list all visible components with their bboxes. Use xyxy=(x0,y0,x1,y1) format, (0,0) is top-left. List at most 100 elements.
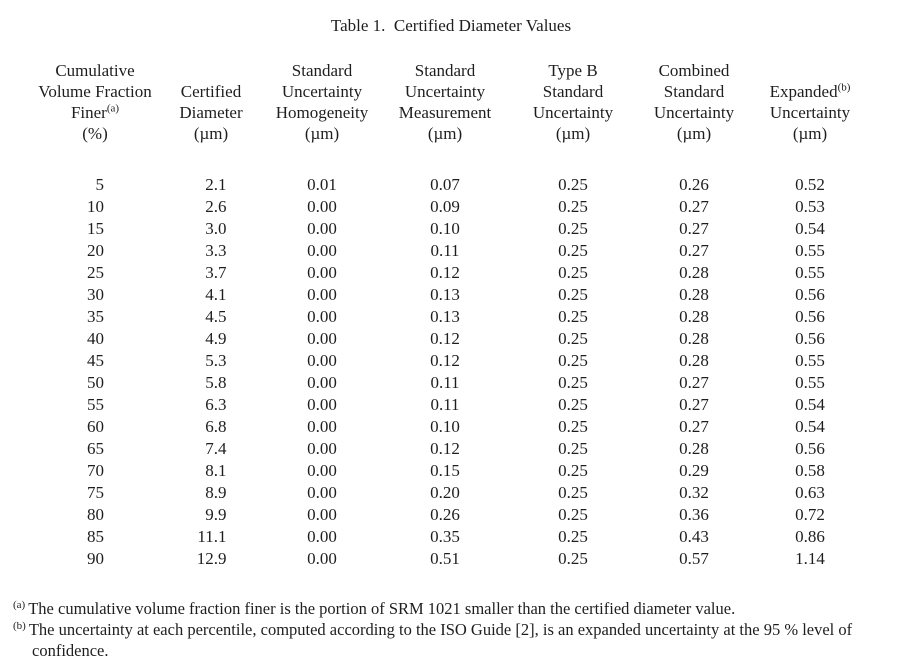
header-line: Uncertainty xyxy=(281,82,363,101)
header-line: Combined xyxy=(658,61,730,80)
footnote-a-reference: (a) xyxy=(106,102,120,115)
cell-combined-standard-uncertainty: 0.28 xyxy=(638,284,750,306)
cell-certified-diameter: 6.3 xyxy=(160,394,262,416)
cell-expanded-uncertainty: 0.55 xyxy=(750,262,870,284)
header-line: Standard xyxy=(291,61,353,80)
cell-standard-uncertainty-homogeneity: 0.00 xyxy=(262,372,382,394)
cell-value: 30 xyxy=(87,285,104,304)
footnotes: (a) The cumulative volume fraction finer … xyxy=(13,598,885,661)
cell-combined-standard-uncertainty: 0.36 xyxy=(638,504,750,526)
header-line: (µm) xyxy=(676,124,712,143)
cell-type-b-standard-uncertainty: 0.25 xyxy=(508,350,638,372)
cell-value: 0.25 xyxy=(558,329,588,348)
cell-value: 70 xyxy=(87,461,104,480)
cell-certified-diameter: 6.8 xyxy=(160,416,262,438)
cell-value: 0.00 xyxy=(307,263,337,282)
cell-value: 0.25 xyxy=(558,461,588,480)
cell-expanded-uncertainty: 0.55 xyxy=(750,240,870,262)
footnote-a-text: The cumulative volume fraction finer is … xyxy=(28,599,736,618)
cell-volume-fraction-finer: 35 xyxy=(30,306,160,328)
cell-type-b-standard-uncertainty: 0.25 xyxy=(508,174,638,196)
cell-value: 7.4 xyxy=(205,439,227,458)
column-header-standard-uncertainty-measurement: Standard Uncertainty Measurement (µm) xyxy=(382,60,508,174)
cell-value: 0.25 xyxy=(558,241,588,260)
table-row: 65 7.4 0.00 0.12 0.25 0.28 0.56 xyxy=(30,438,870,460)
cell-value: 0.27 xyxy=(679,197,709,216)
cell-standard-uncertainty-measurement: 0.10 xyxy=(382,218,508,240)
column-header-combined-standard-uncertainty: Combined Standard Uncertainty (µm) xyxy=(638,60,750,174)
cell-standard-uncertainty-measurement: 0.13 xyxy=(382,306,508,328)
cell-volume-fraction-finer: 75 xyxy=(30,482,160,504)
cell-value: 0.55 xyxy=(795,373,825,392)
header-row: Cumulative Volume Fraction Finer(a) (%) … xyxy=(30,60,870,174)
cell-value: 0.27 xyxy=(679,219,709,238)
header-line: Uncertainty xyxy=(532,103,614,122)
cell-standard-uncertainty-measurement: 0.12 xyxy=(382,328,508,350)
cell-expanded-uncertainty: 0.63 xyxy=(750,482,870,504)
cell-value: 85 xyxy=(87,527,104,546)
column-header-standard-uncertainty-homogeneity: Standard Uncertainty Homogeneity (µm) xyxy=(262,60,382,174)
cell-combined-standard-uncertainty: 0.27 xyxy=(638,394,750,416)
table-header: Cumulative Volume Fraction Finer(a) (%) … xyxy=(30,60,870,174)
table-row: 85 11.1 0.00 0.35 0.25 0.43 0.86 xyxy=(30,526,870,548)
cell-volume-fraction-finer: 85 xyxy=(30,526,160,548)
cell-certified-diameter: 4.1 xyxy=(160,284,262,306)
cell-value: 3.7 xyxy=(205,263,227,282)
cell-value: 3.0 xyxy=(205,219,227,238)
cell-expanded-uncertainty: 0.53 xyxy=(750,196,870,218)
cell-standard-uncertainty-homogeneity: 0.00 xyxy=(262,460,382,482)
cell-volume-fraction-finer: 40 xyxy=(30,328,160,350)
cell-type-b-standard-uncertainty: 0.25 xyxy=(508,438,638,460)
cell-volume-fraction-finer: 65 xyxy=(30,438,160,460)
cell-value: 0.00 xyxy=(307,461,337,480)
cell-combined-standard-uncertainty: 0.27 xyxy=(638,416,750,438)
cell-volume-fraction-finer: 30 xyxy=(30,284,160,306)
cell-value: 75 xyxy=(87,483,104,502)
cell-certified-diameter: 3.3 xyxy=(160,240,262,262)
cell-value: 0.55 xyxy=(795,241,825,260)
cell-value: 5.3 xyxy=(205,351,227,370)
cell-value: 80 xyxy=(87,505,104,524)
cell-value: 0.28 xyxy=(679,351,709,370)
cell-value: 4.9 xyxy=(205,329,227,348)
header-line: Measurement xyxy=(398,103,492,122)
cell-expanded-uncertainty: 0.56 xyxy=(750,306,870,328)
cell-value: 0.27 xyxy=(679,373,709,392)
cell-value: 25 xyxy=(87,263,104,282)
cell-certified-diameter: 3.7 xyxy=(160,262,262,284)
cell-value: 3.3 xyxy=(205,241,227,260)
header-line: Standard xyxy=(542,82,604,101)
header-line: Cumulative xyxy=(55,61,135,80)
column-header-expanded-uncertainty: Expanded(b) Uncertainty (µm) xyxy=(750,60,870,174)
column-header-volume-fraction-finer: Cumulative Volume Fraction Finer(a) (%) xyxy=(30,60,160,174)
cell-expanded-uncertainty: 0.54 xyxy=(750,416,870,438)
cell-value: 0.28 xyxy=(679,439,709,458)
cell-value: 35 xyxy=(87,307,104,326)
cell-expanded-uncertainty: 0.56 xyxy=(750,438,870,460)
table-row: 75 8.9 0.00 0.20 0.25 0.32 0.63 xyxy=(30,482,870,504)
cell-standard-uncertainty-homogeneity: 0.00 xyxy=(262,306,382,328)
cell-value: 0.36 xyxy=(679,505,709,524)
table-row: 15 3.0 0.00 0.10 0.25 0.27 0.54 xyxy=(30,218,870,240)
cell-volume-fraction-finer: 80 xyxy=(30,504,160,526)
cell-combined-standard-uncertainty: 0.28 xyxy=(638,438,750,460)
cell-type-b-standard-uncertainty: 0.25 xyxy=(508,306,638,328)
cell-type-b-standard-uncertainty: 0.25 xyxy=(508,548,638,570)
cell-type-b-standard-uncertainty: 0.25 xyxy=(508,416,638,438)
cell-standard-uncertainty-homogeneity: 0.00 xyxy=(262,416,382,438)
table-row: 60 6.8 0.00 0.10 0.25 0.27 0.54 xyxy=(30,416,870,438)
header-line: Uncertainty xyxy=(404,82,486,101)
cell-value: 0.00 xyxy=(307,439,337,458)
column-header-certified-diameter: Certified Diameter (µm) xyxy=(160,60,262,174)
cell-combined-standard-uncertainty: 0.28 xyxy=(638,328,750,350)
cell-type-b-standard-uncertainty: 0.25 xyxy=(508,284,638,306)
header-line: Expanded(b) xyxy=(769,81,851,101)
header-line: (µm) xyxy=(427,124,463,143)
cell-value: 0.12 xyxy=(430,439,460,458)
cell-standard-uncertainty-homogeneity: 0.00 xyxy=(262,284,382,306)
cell-standard-uncertainty-measurement: 0.11 xyxy=(382,240,508,262)
cell-value: 0.26 xyxy=(679,175,709,194)
cell-expanded-uncertainty: 0.58 xyxy=(750,460,870,482)
cell-type-b-standard-uncertainty: 0.25 xyxy=(508,460,638,482)
cell-value: 0.10 xyxy=(430,417,460,436)
